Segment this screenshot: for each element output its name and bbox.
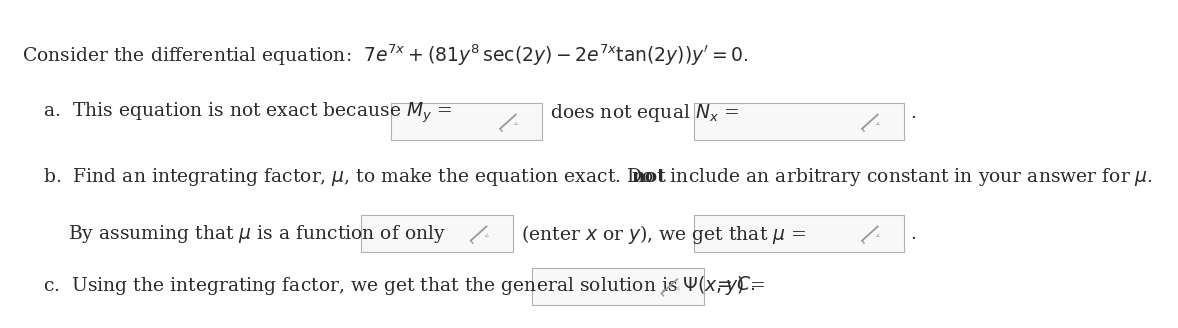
Text: b.  Find an integrating factor, $\mu$, to make the equation exact. Do: b. Find an integrating factor, $\mu$, to… xyxy=(44,166,655,188)
FancyBboxPatch shape xyxy=(694,103,905,140)
Text: include an arbitrary constant in your answer for $\mu$.: include an arbitrary constant in your an… xyxy=(663,166,1152,188)
Text: does not equal $N_x$ =: does not equal $N_x$ = xyxy=(550,102,740,124)
FancyBboxPatch shape xyxy=(532,268,703,305)
Text: c.  Using the integrating factor, we get that the general solution is $\Psi(x, y: c. Using the integrating factor, we get … xyxy=(44,274,766,297)
Text: Consider the differential equation:  $7e^{7x} + (81y^8\,\mathrm{sec}(2y) - 2e^{7: Consider the differential equation: $7e^… xyxy=(21,43,748,68)
Text: $= C.$: $= C.$ xyxy=(714,277,755,295)
FancyBboxPatch shape xyxy=(362,215,512,252)
Text: .: . xyxy=(911,225,915,243)
FancyBboxPatch shape xyxy=(391,103,542,140)
Text: By assuming that $\mu$ is a function of only: By assuming that $\mu$ is a function of … xyxy=(68,223,445,245)
Text: a.  This equation is not exact because $M_y$ =: a. This equation is not exact because $M… xyxy=(44,101,452,125)
FancyBboxPatch shape xyxy=(694,215,905,252)
Text: (enter $x$ or $y$), we get that $\mu$ =: (enter $x$ or $y$), we get that $\mu$ = xyxy=(521,223,806,246)
Text: .: . xyxy=(911,104,915,122)
Text: not: not xyxy=(631,168,666,186)
